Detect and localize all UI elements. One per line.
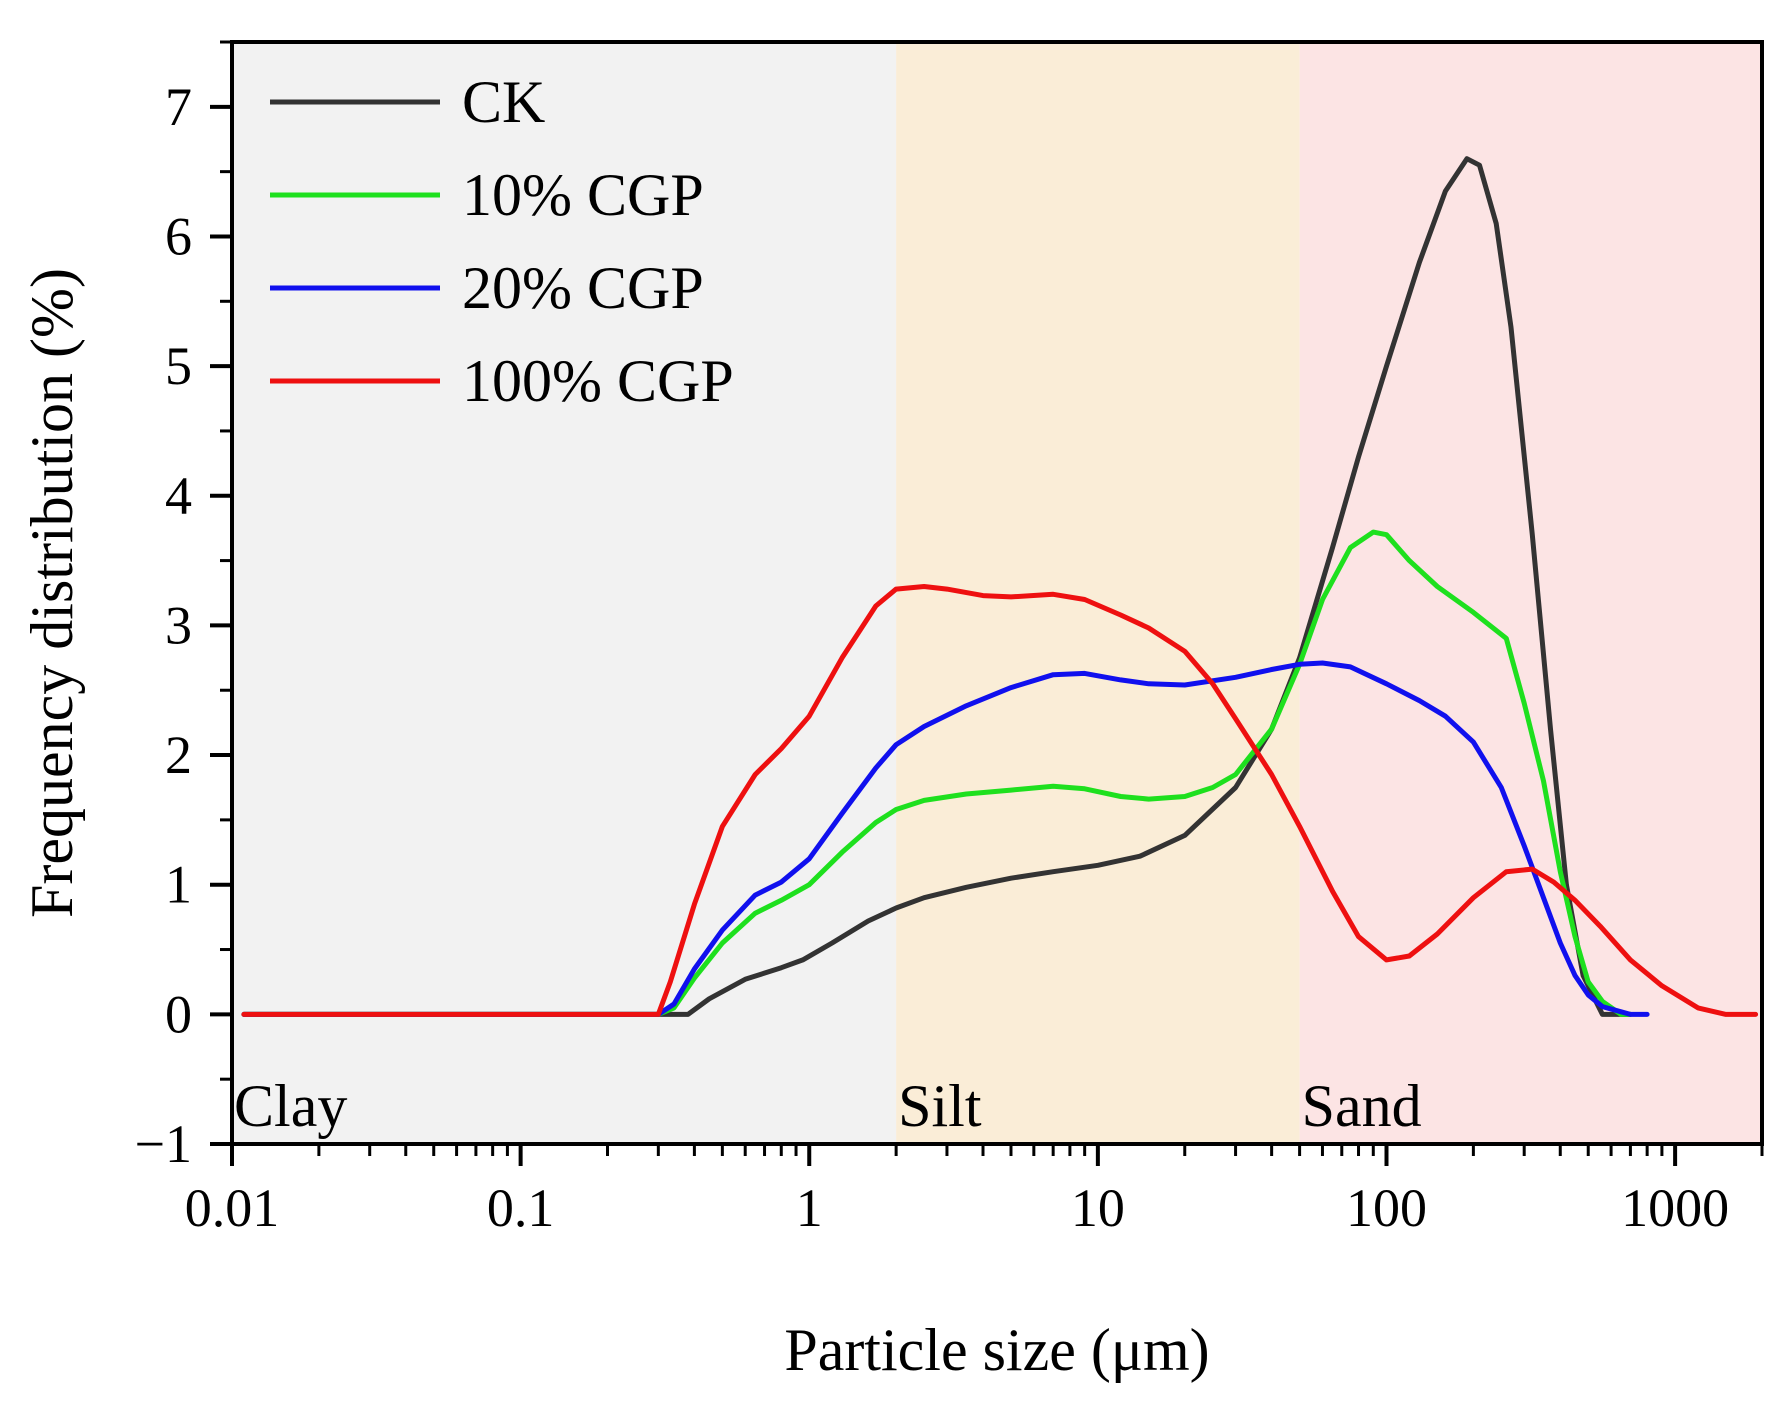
legend-label: 100% CGP bbox=[462, 348, 734, 414]
soil-texture-regions bbox=[232, 42, 1762, 1144]
y-tick-label: −1 bbox=[135, 1114, 192, 1174]
x-axis-title: Particle size (μm) bbox=[784, 1317, 1209, 1383]
region-label-clay: Clay bbox=[234, 1073, 347, 1139]
x-tick-label: 0.01 bbox=[185, 1178, 280, 1238]
legend: CK 10% CGP 20% CGP 100% CGP bbox=[270, 69, 734, 414]
x-tick-label: 1000 bbox=[1621, 1178, 1729, 1238]
x-tick-label: 10 bbox=[1071, 1178, 1125, 1238]
region-labels: Clay Silt Sand bbox=[234, 1073, 1422, 1139]
y-tick-label: 2 bbox=[165, 725, 192, 785]
y-tick-label: 1 bbox=[165, 855, 192, 915]
y-tick-label: 6 bbox=[165, 206, 192, 266]
x-tick-label: 1 bbox=[796, 1178, 823, 1238]
axis-tick-labels: −1 0 1 2 3 4 5 6 7 0.01 0.1 1 10 100 1000 bbox=[135, 77, 1730, 1238]
series-line-100-cgp bbox=[241, 584, 1759, 1017]
x-tick-label: 0.1 bbox=[487, 1178, 555, 1238]
plot-frame bbox=[230, 40, 1764, 1146]
y-tick-label: 4 bbox=[165, 466, 192, 526]
legend-label: 20% CGP bbox=[462, 255, 704, 321]
legend-label: CK bbox=[462, 69, 545, 135]
region-clay bbox=[232, 42, 897, 1144]
legend-label: 10% CGP bbox=[462, 162, 704, 228]
y-tick-label: 5 bbox=[165, 336, 192, 396]
x-tick-label: 100 bbox=[1346, 1178, 1427, 1238]
region-label-silt: Silt bbox=[898, 1073, 982, 1139]
axis-ticks bbox=[210, 40, 1764, 1166]
y-axis-title: Frequency distribution (%) bbox=[19, 268, 85, 918]
region-label-sand: Sand bbox=[1302, 1073, 1422, 1139]
series-lines bbox=[241, 156, 1759, 1017]
y-tick-label: 0 bbox=[165, 984, 192, 1044]
series-line-10-cgp bbox=[241, 529, 1633, 1017]
y-tick-label: 3 bbox=[165, 595, 192, 655]
series-line-ck bbox=[241, 156, 1633, 1017]
region-sand bbox=[1299, 42, 1762, 1144]
y-tick-label: 7 bbox=[165, 77, 192, 137]
